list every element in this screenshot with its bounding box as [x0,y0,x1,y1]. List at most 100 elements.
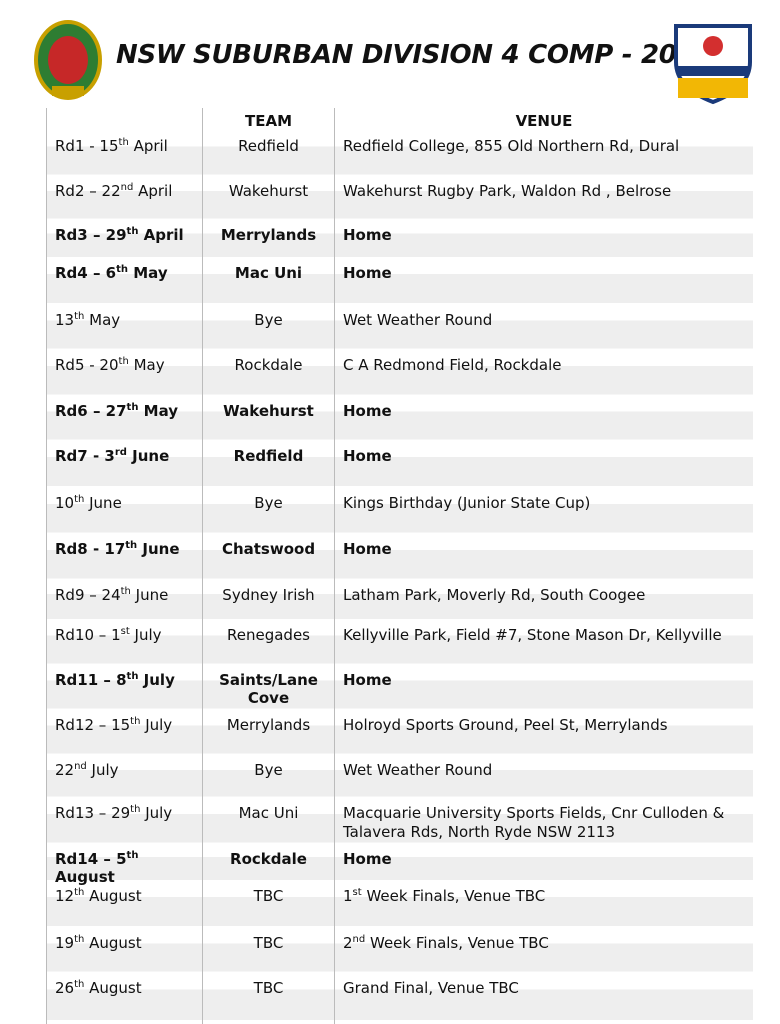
date-cell: 26th August [47,975,203,1024]
date: Rd5 - 20 [55,356,119,374]
date: Rd2 – 22 [55,182,121,200]
schedule-row: Rd9 – 24th June Sydney Irish Latham Park, … [47,582,753,622]
venue-cell: Home [343,671,392,689]
schedule-row: Rd10 – 1st July Renegades Kellyville Park,… [47,622,753,667]
team-cell: Wakehurst [203,178,335,222]
date-cell: Rd2 – 22nd April [47,178,203,222]
date: Rd1 - 15 [55,137,119,155]
date-cell: Rd8 - 17th June [47,536,203,582]
date: 22 [55,761,75,779]
date: May [128,356,165,374]
venue: 2 [343,934,353,952]
team-cell: Chatswood [203,536,335,582]
schedule-row: Rd4 – 6th May Mac Uni Home [47,260,753,307]
date-suffix: th [130,716,141,727]
date-suffix: th [126,671,139,682]
team-cell: TBC [203,883,335,930]
date: August [84,934,142,952]
date-suffix: th [126,850,139,861]
venue-cell: Home [343,226,392,244]
venue-cell: Wakehurst Rugby Park, Waldon Rd , Belros… [343,182,672,200]
venue-cell: Latham Park, Moverly Rd, South Coogee [343,586,646,604]
venue: Week Finals, Venue TBC [365,934,549,952]
date: Rd9 – 24 [55,586,121,604]
date-cell: Rd9 – 24th June [47,582,203,622]
venue-suffix: nd [352,934,366,945]
header-row: TEAM VENUE [47,108,753,133]
date: Rd11 – 8 [55,671,127,689]
date-suffix: th [74,887,85,898]
date: May [128,264,168,282]
date: Rd12 – 15 [55,716,131,734]
team-cell: TBC [203,975,335,1024]
date-suffix: th [116,264,129,275]
date: July [138,671,175,689]
date: May [84,311,121,329]
date: Rd8 - 17 [55,540,126,558]
team-cell: Rockdale [203,352,335,398]
date-cell: Rd5 - 20th May [47,352,203,398]
date-cell: Rd14 – 5th August [47,846,203,886]
date: 10 [55,494,75,512]
schedule-row: Rd7 - 3rd June Redfield Home [47,443,753,490]
date: April [138,226,184,244]
venue-cell: 1st Week Finals, Venue TBC [335,883,753,930]
venue-cell: 2nd Week Finals, Venue TBC [335,930,753,975]
left-logo [34,20,102,100]
header-cell: VENUE [515,112,573,130]
date: July [140,716,173,734]
header-cell [47,108,203,133]
schedule-table: TEAM VENUE Rd1 - 15th April Redfield Redfi… [46,108,753,1024]
schedule-row: 19th August TBC 2nd Week Finals, Venue TBC [47,930,753,975]
date: August [84,887,142,905]
team-cell: Bye [203,307,335,352]
date: 19 [55,934,75,952]
schedule-row: 26th August TBC Grand Final, Venue TBC [47,975,753,1024]
team-cell: Mac Uni [203,800,335,846]
date-cell: Rd6 – 27th May [47,398,203,443]
team-cell: Redfield [203,443,335,490]
date-cell: Rd12 – 15th July [47,712,203,757]
date-suffix: th [126,402,139,413]
date-cell: 10th June [47,490,203,536]
date-cell: Rd3 – 29th April [47,222,203,260]
date-suffix: th [120,586,131,597]
schedule-row: Rd12 – 15th July Merrylands Holroyd Sports… [47,712,753,757]
schedule-row: 22nd July Bye Wet Weather Round [47,757,753,800]
schedule-row: Rd2 – 22nd April Wakehurst Wakehurst Rugby… [47,178,753,222]
team-cell: Saints/Lane Cove [203,667,335,712]
schedule-row: 12th August TBC 1st Week Finals, Venue TBC [47,883,753,930]
schedule-row: Rd3 – 29th April Merrylands Home [47,222,753,260]
date-cell: 22nd July [47,757,203,800]
venue-cell: Home [343,264,392,282]
date-suffix: th [118,137,129,148]
date: August [84,979,142,997]
venue-cell: Wet Weather Round [343,311,493,329]
date: June [126,447,170,465]
date: June [84,494,122,512]
date-suffix: th [74,979,85,990]
venue: 1 [343,887,353,905]
team-cell: TBC [203,930,335,975]
venue-cell: Wet Weather Round [343,761,493,779]
venue: Week Finals, Venue TBC [361,887,546,905]
date-suffix: st [120,626,130,637]
date-cell: Rd4 – 6th May [47,260,203,307]
date-suffix: th [74,494,85,505]
date-cell: Rd13 – 29th July [47,800,203,846]
schedule-row: Rd8 - 17th June Chatswood Home [47,536,753,582]
schedule-row: 10th June Bye Kings Birthday (Junior State… [47,490,753,536]
date: June [130,586,169,604]
date: April [128,137,168,155]
date: Rd6 – 27 [55,402,127,420]
venue-cell: Holroyd Sports Ground, Peel St, Merrylan… [343,716,668,734]
team-cell: Merrylands [203,222,335,260]
venue-suffix: st [352,887,362,898]
date: 12 [55,887,75,905]
date: Rd3 – 29 [55,226,127,244]
date-suffix: th [74,934,85,945]
schedule-row: Rd14 – 5th August Rockdale Home [47,846,753,886]
team-cell: Rockdale [203,846,335,883]
venue-cell: Redfield College, 855 Old Northern Rd, D… [343,137,680,155]
